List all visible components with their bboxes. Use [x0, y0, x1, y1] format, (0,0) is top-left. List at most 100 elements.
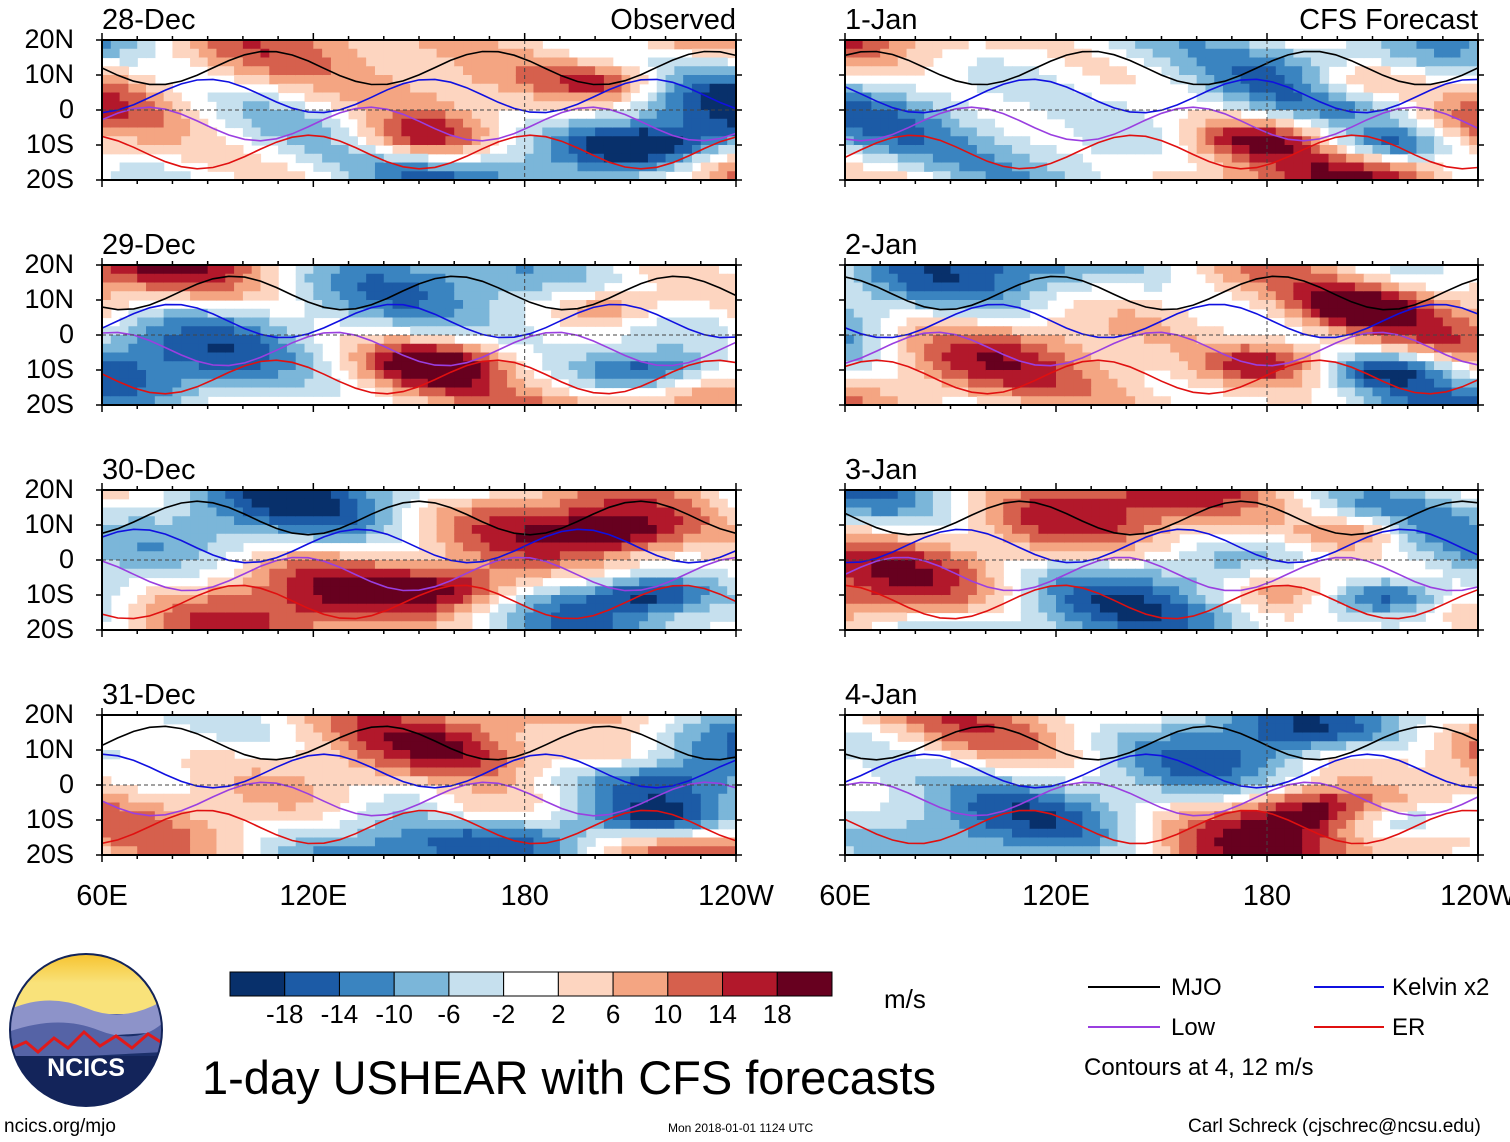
- heat-cell: [533, 551, 543, 561]
- heat-cell: [542, 542, 552, 552]
- heat-cell: [119, 110, 130, 120]
- heat-cell: [366, 776, 376, 786]
- heat-cell: [551, 811, 561, 821]
- heat-cell: [119, 48, 130, 59]
- heat-cell: [1012, 40, 1022, 50]
- heat-cell: [709, 612, 719, 622]
- heat-cell: [234, 145, 244, 155]
- heat-cell: [234, 542, 244, 552]
- heat-cell: [471, 83, 482, 94]
- heat-cell: [683, 846, 693, 855]
- heat-cell: [1223, 127, 1233, 137]
- heat-cell: [366, 273, 376, 284]
- heat-cell: [630, 715, 640, 725]
- heat-cell: [146, 75, 156, 85]
- heat-cell: [656, 343, 667, 354]
- heat-cell: [1196, 162, 1207, 172]
- heat-cell: [880, 273, 890, 284]
- heat-cell: [647, 595, 658, 605]
- heat-cell: [383, 101, 394, 111]
- heat-cell: [727, 750, 736, 760]
- heat-cell: [1363, 75, 1374, 85]
- heat-cell: [163, 802, 174, 812]
- heat-cell: [1275, 48, 1286, 59]
- heat-cell: [269, 586, 279, 596]
- heat-cell: [1187, 75, 1198, 85]
- heat-cell: [727, 92, 736, 102]
- heat-cell: [498, 282, 508, 292]
- heat-cell: [286, 621, 297, 630]
- heat-cell: [190, 273, 200, 284]
- heat-cell: [348, 343, 358, 354]
- heat-cell: [630, 568, 640, 579]
- heat-cell: [427, 828, 438, 839]
- heat-cell: [480, 162, 491, 172]
- heat-cell: [225, 335, 235, 345]
- heat-cell: [198, 317, 209, 327]
- heat-cell: [234, 568, 244, 579]
- heat-cell: [897, 300, 908, 310]
- heat-cell: [897, 145, 908, 155]
- heat-cell: [542, 715, 552, 725]
- heat-cell: [551, 603, 561, 614]
- heat-cell: [577, 490, 587, 500]
- heat-cell: [154, 162, 165, 172]
- heat-cell: [595, 595, 605, 605]
- heat-cell: [137, 282, 147, 292]
- heat-cell: [339, 153, 350, 164]
- heat-cell: [1047, 48, 1057, 59]
- heat-cell: [1231, 48, 1242, 59]
- heat-cell: [269, 551, 279, 561]
- heat-cell: [515, 92, 526, 102]
- heat-cell: [612, 551, 623, 561]
- heat-cell: [269, 162, 279, 172]
- heat-cell: [498, 361, 508, 371]
- heat-cell: [568, 767, 579, 777]
- heat-cell: [674, 723, 684, 734]
- heat-cell: [718, 846, 728, 855]
- heat-cell: [119, 326, 130, 336]
- heat-cell: [480, 732, 491, 742]
- heat-cell: [198, 490, 209, 500]
- heat-cell: [1442, 40, 1453, 50]
- heat-cell: [216, 101, 226, 111]
- heat-cell: [471, 793, 482, 804]
- heat-cell: [630, 66, 640, 76]
- heat-cell: [119, 560, 130, 570]
- panel-date-label: 2-Jan: [845, 229, 918, 261]
- heat-cell: [897, 387, 908, 397]
- heat-cell: [119, 101, 130, 111]
- heat-cell: [322, 723, 332, 734]
- heat-cell: [603, 603, 614, 614]
- heat-cell: [190, 370, 200, 380]
- heat-cell: [871, 153, 881, 164]
- heat-cell: [489, 326, 499, 336]
- heat-cell: [906, 361, 916, 371]
- heat-cell: [1038, 162, 1048, 172]
- heat-cell: [533, 75, 543, 85]
- heat-cell: [489, 171, 499, 180]
- heat-cell: [216, 542, 226, 552]
- heat-cell: [198, 715, 209, 725]
- heat-cell: [207, 48, 218, 59]
- heat-cell: [674, 136, 684, 146]
- heat-cell: [463, 352, 473, 362]
- heat-cell: [621, 802, 631, 812]
- heat-cell: [445, 335, 455, 345]
- heat-cell: [295, 785, 306, 795]
- heat-cell: [154, 352, 165, 362]
- heat-cell: [119, 40, 130, 50]
- heat-cell: [463, 48, 473, 59]
- heat-cell: [445, 621, 455, 630]
- heat-cell: [190, 326, 200, 336]
- heat-cell: [1170, 48, 1180, 59]
- heat-cell: [374, 273, 385, 284]
- heat-cell: [445, 136, 455, 146]
- heat-cell: [1363, 153, 1374, 164]
- heat-cell: [471, 57, 482, 67]
- heat-cell: [410, 750, 420, 760]
- heat-cell: [401, 291, 411, 301]
- heat-cell: [392, 110, 402, 120]
- heat-cell: [146, 40, 156, 50]
- heat-cell: [691, 568, 702, 579]
